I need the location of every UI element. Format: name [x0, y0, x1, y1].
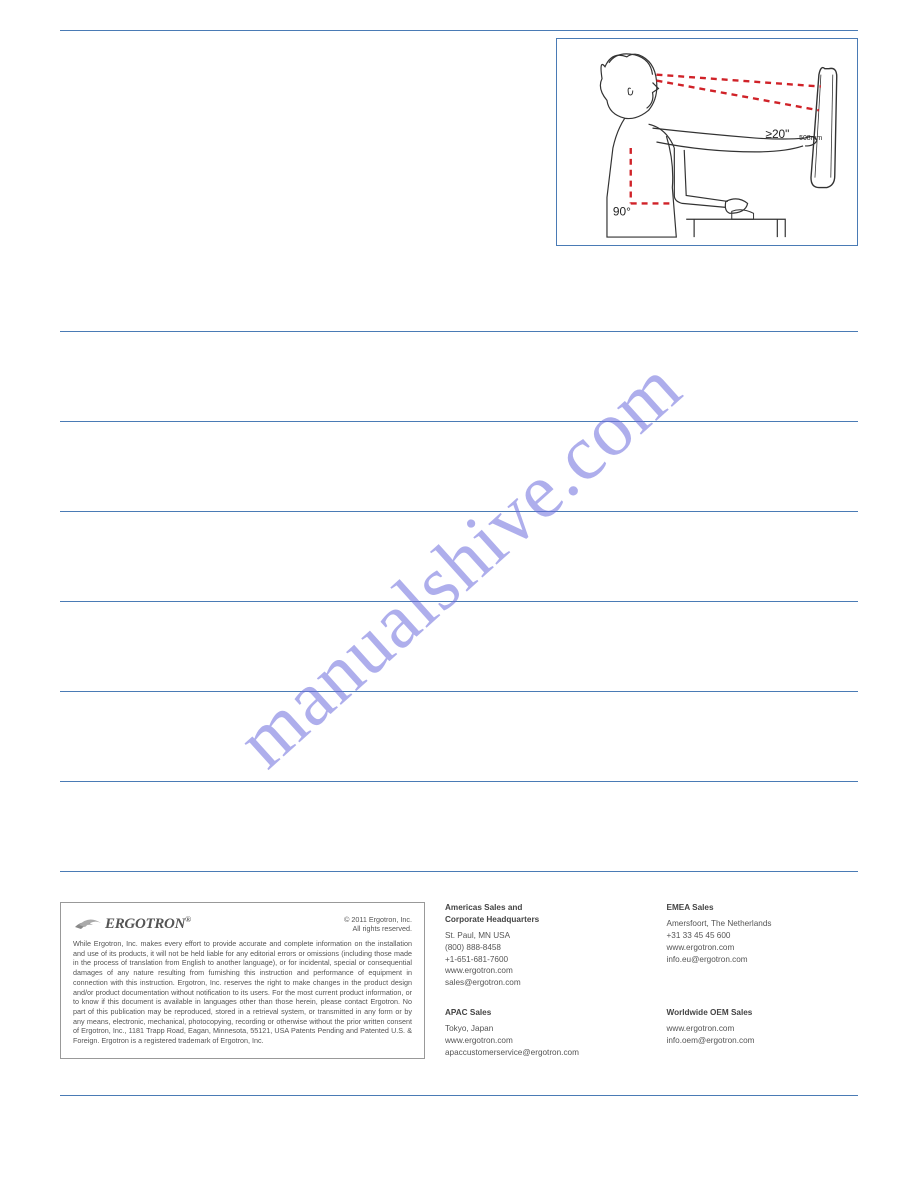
- svg-text:≥20": ≥20": [765, 127, 789, 141]
- contact-grid: Americas Sales and Corporate Headquarter…: [445, 902, 858, 1071]
- contact-heading: APAC Sales: [445, 1007, 637, 1019]
- copyright: © 2011 Ergotron, Inc. All rights reserve…: [344, 915, 412, 934]
- svg-text:508mm: 508mm: [799, 135, 822, 142]
- contact-emea: EMEA Sales Amersfoort, The Netherlands +…: [667, 902, 859, 989]
- ruled-line: [60, 601, 858, 691]
- contact-heading: EMEA Sales: [667, 902, 859, 914]
- ruled-lines-section: [60, 331, 858, 872]
- ruled-line: [60, 691, 858, 781]
- ergonomics-diagram: 90° ≥20" 508mm: [556, 38, 858, 246]
- ruled-line: [60, 421, 858, 511]
- logo-text: ERGOTRON®: [105, 914, 191, 934]
- svg-text:90°: 90°: [613, 204, 631, 218]
- page-top: 90° ≥20" 508mm: [60, 30, 858, 31]
- ergotron-logo: ERGOTRON®: [73, 913, 191, 935]
- ruled-line: [60, 331, 858, 421]
- legal-body: While Ergotron, Inc. makes every effort …: [73, 939, 412, 1046]
- top-rule: [60, 30, 858, 31]
- contact-oem: Worldwide OEM Sales www.ergotron.com inf…: [667, 1007, 859, 1059]
- legal-box: ERGOTRON® © 2011 Ergotron, Inc. All righ…: [60, 902, 425, 1059]
- bottom-rule: [60, 1095, 858, 1096]
- contact-heading: Americas Sales and Corporate Headquarter…: [445, 902, 637, 926]
- contact-americas: Americas Sales and Corporate Headquarter…: [445, 902, 637, 989]
- contact-heading: Worldwide OEM Sales: [667, 1007, 859, 1019]
- ruled-line: [60, 871, 858, 872]
- ruled-line: [60, 511, 858, 601]
- footer: ERGOTRON® © 2011 Ergotron, Inc. All righ…: [60, 902, 858, 1071]
- contact-apac: APAC Sales Tokyo, Japan www.ergotron.com…: [445, 1007, 637, 1059]
- legal-header: ERGOTRON® © 2011 Ergotron, Inc. All righ…: [73, 913, 412, 935]
- ruled-line: [60, 781, 858, 871]
